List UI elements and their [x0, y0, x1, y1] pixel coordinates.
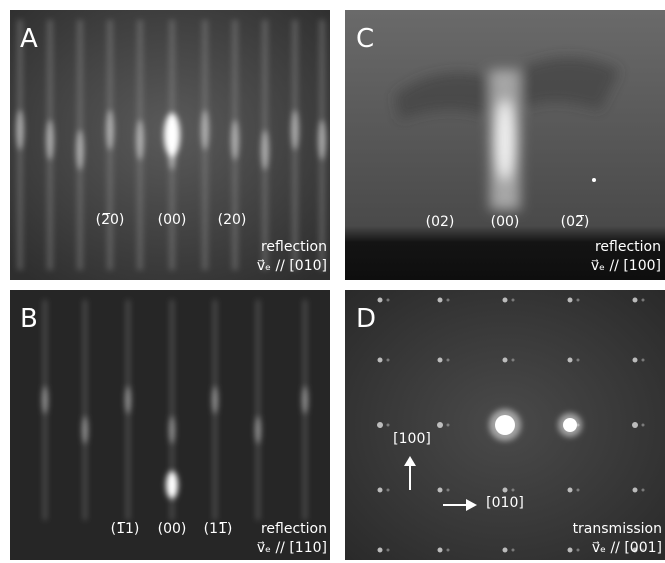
pattern-feature	[76, 130, 84, 170]
pattern-feature	[291, 110, 299, 150]
pattern-feature	[447, 489, 450, 492]
pattern-feature	[438, 488, 443, 493]
pattern-feature	[166, 471, 178, 499]
pattern-feature	[568, 358, 573, 363]
panel-label: D	[356, 304, 376, 334]
pattern-feature	[46, 120, 54, 160]
pattern-feature	[447, 424, 450, 427]
pattern-feature	[563, 418, 577, 432]
pattern-feature	[201, 110, 209, 150]
mode: transmission	[573, 521, 662, 537]
pattern-feature	[318, 120, 326, 160]
pattern-feature	[577, 489, 580, 492]
spot-label: (00)	[158, 212, 187, 228]
pattern-feature	[512, 359, 515, 362]
pattern-feature	[261, 130, 269, 170]
pattern-feature	[125, 386, 131, 414]
pattern-feature	[136, 120, 144, 160]
spot-label: (2̅0)	[96, 212, 125, 228]
pattern-feature	[169, 416, 175, 444]
direction: v⃗ₑ // [100]	[591, 258, 661, 274]
pattern-feature	[495, 415, 515, 435]
spot-label: (20)	[218, 212, 247, 228]
pattern-feature	[387, 489, 390, 492]
panel-label: B	[20, 304, 38, 334]
pattern-feature	[577, 549, 580, 552]
spot-label: (02̅)	[561, 214, 590, 230]
pattern-feature	[378, 488, 383, 493]
pattern-feature	[387, 299, 390, 302]
pattern-feature	[447, 549, 450, 552]
pattern-feature	[642, 299, 645, 302]
pattern-feature	[633, 488, 638, 493]
axis-label: [010]	[486, 495, 524, 511]
pattern-feature	[512, 489, 515, 492]
pattern-feature	[568, 548, 573, 553]
spot-label: (11̅)	[204, 521, 233, 537]
spot-label: (02)	[426, 214, 455, 230]
pattern-feature	[438, 358, 443, 363]
pattern-feature	[512, 299, 515, 302]
direction: v⃗ₑ // [110]	[257, 540, 327, 556]
mode: reflection	[261, 521, 327, 537]
pattern-feature	[577, 359, 580, 362]
pattern-feature	[302, 386, 308, 414]
pattern-feature	[83, 300, 87, 520]
figure: A (2̅0) (00) (20) reflection v⃗ₑ // [010…	[0, 0, 665, 563]
direction: v⃗ₑ // [001]	[592, 540, 662, 556]
mode: reflection	[595, 239, 661, 255]
pattern-feature	[437, 422, 443, 428]
pattern-feature	[377, 422, 383, 428]
pattern-feature	[255, 416, 261, 444]
pattern-feature	[642, 424, 645, 427]
pattern-feature	[632, 422, 638, 428]
pattern-feature	[378, 548, 383, 553]
panel-label: C	[356, 24, 374, 54]
pattern-feature	[568, 298, 573, 303]
pattern-feature	[495, 100, 515, 180]
pattern-feature	[592, 178, 596, 182]
pattern-feature	[378, 298, 383, 303]
pattern-feature	[503, 298, 508, 303]
pattern-feature	[642, 489, 645, 492]
direction: v⃗ₑ // [010]	[257, 258, 327, 274]
pattern-feature	[503, 488, 508, 493]
pattern-feature	[387, 424, 390, 427]
pattern-feature	[42, 386, 48, 414]
pattern-feature	[512, 549, 515, 552]
pattern-feature	[256, 300, 260, 520]
pattern-feature	[633, 298, 638, 303]
pattern-feature	[438, 548, 443, 553]
pattern-feature	[633, 358, 638, 363]
pattern-feature	[503, 358, 508, 363]
pattern-feature	[378, 358, 383, 363]
pattern-feature	[387, 549, 390, 552]
pattern-feature	[231, 120, 239, 160]
mode: reflection	[261, 239, 327, 255]
pattern-feature	[82, 416, 88, 444]
pattern-feature	[438, 298, 443, 303]
panel-label: A	[20, 24, 38, 54]
pattern-feature	[164, 113, 180, 157]
axis-label: [100]	[393, 431, 431, 447]
pattern-feature	[568, 488, 573, 493]
spot-label: (00)	[158, 521, 187, 537]
pattern-feature	[447, 359, 450, 362]
pattern-feature	[387, 359, 390, 362]
pattern-feature	[503, 548, 508, 553]
pattern-feature	[577, 299, 580, 302]
pattern-feature	[106, 110, 114, 150]
spot-label: (00)	[491, 214, 520, 230]
pattern-feature	[642, 359, 645, 362]
spot-label: (1̅1)	[111, 521, 140, 537]
pattern-feature	[16, 110, 24, 150]
pattern-feature	[447, 299, 450, 302]
pattern-feature	[212, 386, 218, 414]
